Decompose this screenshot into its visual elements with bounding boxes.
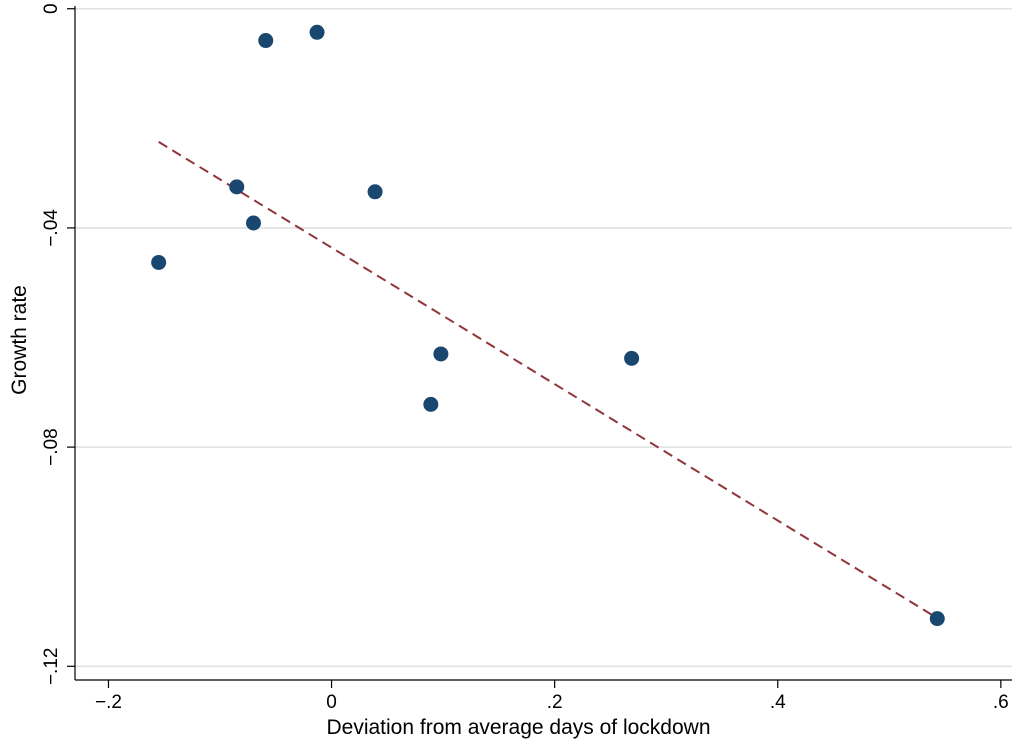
data-point: [624, 350, 640, 366]
y-tick-label: −.08: [41, 428, 62, 466]
data-points: [151, 24, 945, 627]
y-tick-label: 0: [41, 3, 62, 14]
data-point: [433, 346, 449, 362]
x-tick-label: .6: [993, 692, 1009, 713]
x-ticks: −.2 0 .2 .4 .6: [95, 680, 1009, 713]
data-point: [229, 179, 245, 195]
y-tick-label: −.12: [41, 648, 62, 686]
data-point: [245, 215, 261, 231]
fitted-line-group: [158, 141, 938, 619]
x-axis-title: Deviation from average days of lockdown: [326, 716, 710, 739]
x-tick-label: −.2: [95, 692, 122, 713]
x-tick-label: .4: [770, 692, 786, 713]
y-tick-label: −.04: [41, 209, 62, 247]
data-point: [367, 184, 383, 200]
data-point: [929, 611, 945, 627]
fitted-line: [158, 141, 938, 619]
data-point: [423, 396, 439, 412]
y-ticks: 0 −.04 −.08 −.12: [41, 3, 75, 685]
data-point: [309, 24, 325, 40]
x-tick-label: 0: [326, 692, 337, 713]
data-point: [151, 254, 167, 270]
x-tick-label: .2: [547, 692, 563, 713]
y-axis-title: Growth rate: [8, 285, 31, 395]
data-point: [258, 33, 274, 49]
axes: [74, 6, 1012, 681]
gridlines: [75, 7, 1012, 668]
